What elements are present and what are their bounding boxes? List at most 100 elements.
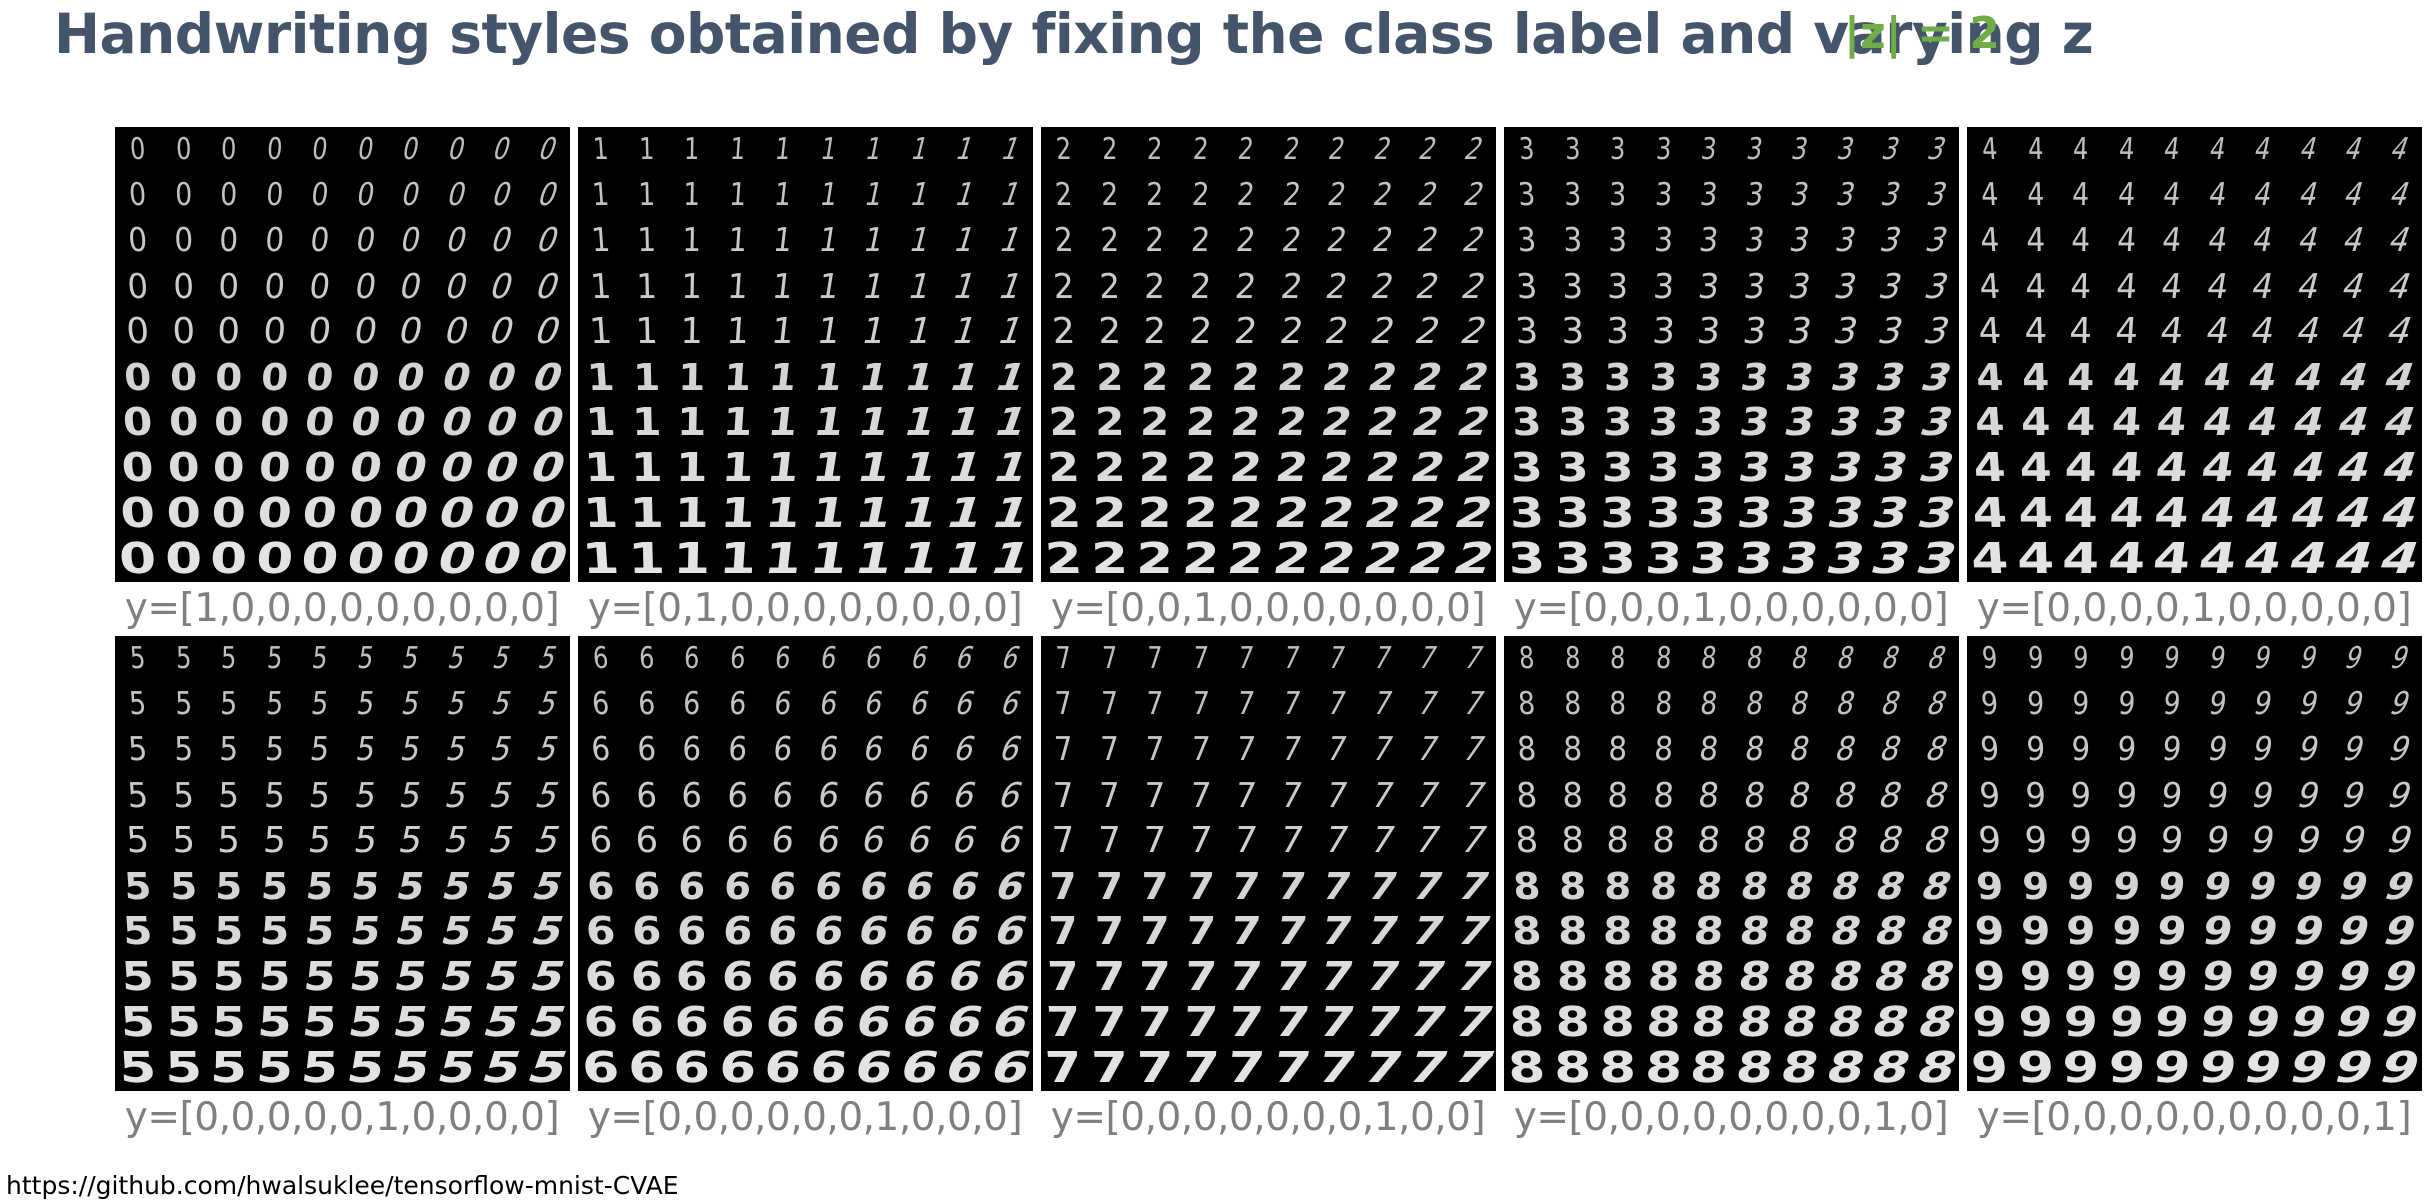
digit-sample: 6 [630,909,662,954]
digit-sample: 1 [589,221,612,260]
digit-sample: 3 [1743,176,1766,213]
digit-sample: 5 [488,640,515,676]
digit-sample: 0 [442,221,471,260]
digit-sample: 5 [261,819,287,861]
digit-sample: 6 [590,685,611,722]
digit-sample: 9 [2021,864,2050,908]
digit-sample: 9 [2114,775,2138,816]
digit-sample: 3 [1696,266,1722,307]
digit-sample: 8 [1697,730,1721,769]
digit-sample: 8 [1922,640,1951,676]
digit-sample: 2 [1414,131,1441,167]
digit-sample: 5 [310,640,330,676]
digit-sample: 4 [2206,176,2229,213]
digit-sample: 6 [815,730,841,769]
digit-sample: 1 [634,310,659,352]
digit-sample: 3 [1515,221,1538,260]
digit-sample: 8 [1788,640,1812,676]
digit-sample: 5 [443,685,470,722]
digit-sample: 3 [1510,400,1543,445]
digit-sample: 7 [1051,775,1076,816]
digit-sample: 8 [1692,864,1725,908]
digit-sample: 9 [1978,730,2001,769]
digit-sample: 6 [728,640,747,676]
digit-sample: 1 [766,355,799,399]
digit-sample: 7 [1234,730,1258,769]
digit-sample: 2 [1187,310,1213,352]
digit-sample: 3 [1699,131,1719,167]
digit-sample: 8 [1831,730,1860,769]
digit-sample: 2 [1235,176,1257,213]
digit-sample: 3 [1563,176,1582,213]
digit-sample: 0 [265,131,284,167]
digit-sample: 3 [1564,131,1581,167]
digit-sample: 9 [2025,730,2046,769]
digit-sample: 7 [1050,819,1077,861]
digit-sample: 2 [1278,221,1304,260]
panel-label-2: y=[0,0,1,0,0,0,0,0,0,0] [1050,586,1486,631]
digit-sample: 3 [1558,355,1587,399]
digit-sample: 2 [1459,131,1488,167]
digit-sample: 1 [862,131,886,167]
digit-sample: 9 [2113,819,2139,861]
digit-sample: 4 [2066,355,2095,399]
digit-sample: 0 [174,176,193,213]
digit-sample: 5 [303,864,336,908]
digit-sample: 7 [1188,775,1212,816]
digit-sample: 1 [728,131,747,167]
digit-sample: 2 [1101,131,1118,167]
digit-sample: 2 [1280,131,1302,167]
digit-sample: 7 [1100,685,1119,722]
digit-sample: 5 [124,819,151,861]
digit-sample: 2 [1098,266,1121,307]
digit-sample: 7 [1143,775,1166,816]
digit-sample: 1 [861,176,887,213]
digit-sample: 8 [1558,864,1587,908]
digit-sample: 5 [121,909,154,954]
digit-sample: 1 [722,355,753,399]
digit-sample: 8 [1696,775,1722,816]
digit-sample: 4 [2158,310,2186,352]
digit-sample: 9 [1974,864,2005,908]
digit-sample: 8 [1921,685,1952,722]
digit-sample: 1 [815,221,841,260]
digit-sample: 9 [1980,640,1999,676]
digit-sample: 7 [1232,819,1260,861]
digit-sample: 6 [683,640,700,676]
digit-sample: 4 [2162,131,2182,167]
digit-sample: 8 [1606,775,1629,816]
digit-sample: 1 [630,400,662,445]
digit-sample: 7 [1191,640,1210,676]
digit-sample: 5 [172,775,195,816]
digit-sample: 1 [995,176,1026,213]
digit-sample: 0 [488,176,516,213]
digit-sample: 3 [1831,221,1860,260]
digit-sample: 2 [1142,310,1167,352]
digit-sample: 1 [907,131,932,167]
digit-sample: 5 [533,640,562,676]
panel-label-9: y=[0,0,0,0,0,0,0,0,0,1] [1976,1095,2412,1140]
digit-sample: 0 [352,221,378,260]
digit-sample: 2 [1323,221,1351,260]
digit-sample: 6 [635,775,658,816]
digit-sample: 6 [906,685,933,722]
digit-sample: 1 [681,221,702,260]
digit-sample: 1 [996,131,1025,167]
digit-sample: 5 [444,640,469,676]
digit-sample: 4 [2249,221,2277,260]
digit-sample: 8 [1743,685,1766,722]
digit-sample: 3 [1692,355,1725,399]
digit-sample: 0 [216,310,241,352]
digit-sample: 6 [680,775,703,816]
digit-sample: 2 [1370,131,1395,167]
digit-sample: 7 [1142,819,1167,861]
digit-sample: 3 [1607,221,1628,260]
digit-sample: 1 [677,355,706,399]
digit-sample: 9 [2296,640,2321,676]
digit-sample: 5 [352,730,378,769]
digit-sample: 2 [1232,310,1260,352]
